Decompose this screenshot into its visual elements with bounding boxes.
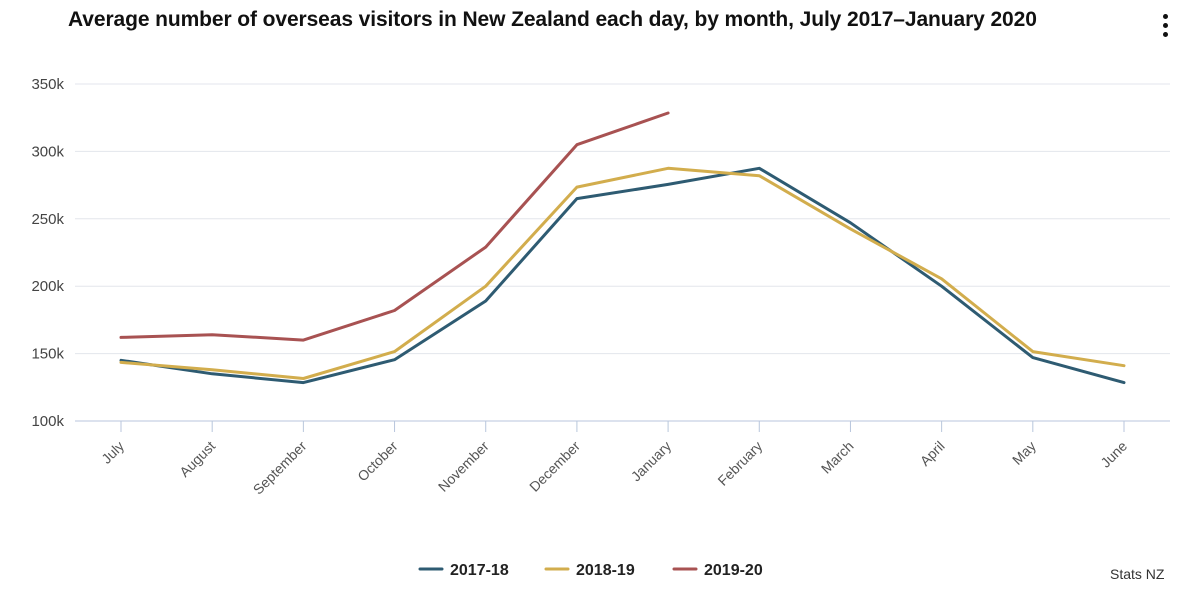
menu-dot xyxy=(1162,23,1168,28)
x-tick-label: October xyxy=(354,438,401,485)
legend-item-2017-18[interactable]: 2017-18 xyxy=(418,562,509,579)
x-tick-label: January xyxy=(628,438,675,485)
y-tick-label: 300k xyxy=(31,143,64,160)
x-tick-label: September xyxy=(250,438,310,498)
x-tick-label: December xyxy=(526,438,583,495)
series-line-2019-20 xyxy=(119,111,670,342)
menu-dot xyxy=(1162,14,1168,19)
legend-item-2019-20[interactable]: 2019-20 xyxy=(672,562,763,579)
menu-dot xyxy=(1162,32,1168,37)
x-tick-label: June xyxy=(1097,438,1130,471)
series-line-2018-19 xyxy=(119,166,1126,380)
y-tick-label: 250k xyxy=(31,211,64,228)
x-tick-label: November xyxy=(435,438,492,495)
y-tick-label: 200k xyxy=(31,278,64,295)
x-tick-label: April xyxy=(917,438,948,469)
series-line-2017-18 xyxy=(119,166,1126,385)
x-tick-label: July xyxy=(98,438,127,467)
legend-label: 2018-19 xyxy=(576,562,635,579)
more-options-button[interactable] xyxy=(1156,14,1174,44)
x-tick-label: May xyxy=(1009,438,1039,468)
legend-label: 2017-18 xyxy=(450,562,509,579)
y-tick-label: 350k xyxy=(31,76,64,93)
x-tick-label: March xyxy=(818,438,857,477)
chart-title: Average number of overseas visitors in N… xyxy=(68,8,1037,31)
source-credit[interactable]: Stats NZ xyxy=(1110,566,1165,582)
y-tick-label: 150k xyxy=(31,346,64,363)
x-tick-label: February xyxy=(714,438,765,489)
x-tick-label: August xyxy=(176,438,218,480)
legend-item-2018-19[interactable]: 2018-19 xyxy=(544,562,635,579)
y-tick-label: 100k xyxy=(31,413,64,430)
legend-label: 2019-20 xyxy=(704,562,763,579)
